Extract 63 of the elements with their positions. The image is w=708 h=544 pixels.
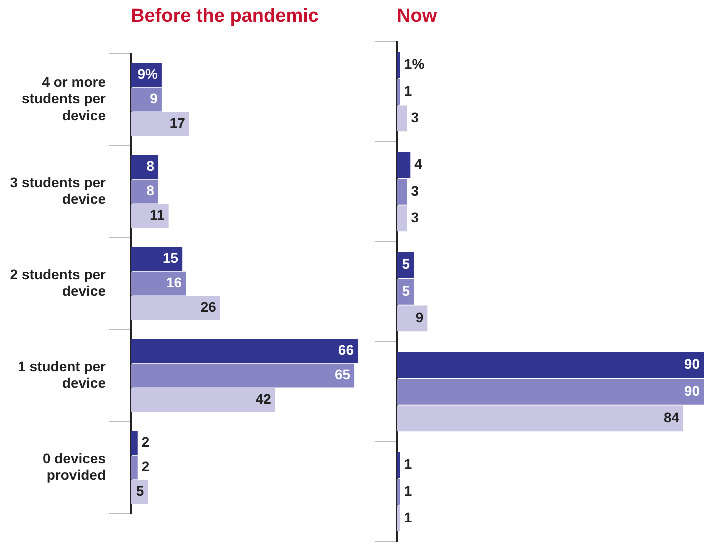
data-label: 66 xyxy=(338,342,354,358)
data-label: 8 xyxy=(146,158,155,174)
data-label: 9 xyxy=(150,90,158,107)
bar xyxy=(131,155,159,180)
y-tick-label: 3 students per device xyxy=(10,174,107,208)
data-label: 65 xyxy=(334,366,351,383)
data-label: 17 xyxy=(170,115,186,132)
bar xyxy=(397,506,400,532)
bar xyxy=(131,339,358,364)
data-label: 11 xyxy=(150,207,166,224)
data-label: 9% xyxy=(138,66,159,82)
bar xyxy=(131,204,169,228)
data-label: 2 xyxy=(142,458,150,475)
data-label: 90 xyxy=(684,356,700,372)
bar xyxy=(131,88,162,112)
bar xyxy=(397,452,400,478)
bar xyxy=(397,306,428,332)
bar xyxy=(131,296,220,320)
data-label: 5 xyxy=(402,282,410,299)
data-label: 84 xyxy=(664,410,680,426)
chart-title: Now xyxy=(397,6,438,28)
bar xyxy=(131,247,183,272)
data-label: 8 xyxy=(146,182,155,199)
bar xyxy=(397,206,408,232)
data-label: 3 xyxy=(411,182,420,199)
bar xyxy=(397,152,411,178)
data-label: 90 xyxy=(684,382,700,399)
data-label: 26 xyxy=(200,299,217,316)
data-label: 4 xyxy=(414,156,423,172)
data-label: 42 xyxy=(256,391,272,408)
bar xyxy=(397,79,400,105)
bar xyxy=(131,364,355,388)
data-label: 5 xyxy=(136,483,144,500)
bar xyxy=(397,406,684,432)
y-tick-label: 0 devices provided xyxy=(42,450,106,484)
bar xyxy=(397,479,400,505)
bar xyxy=(397,106,408,132)
y-tick-label: 1 student per device xyxy=(18,358,107,392)
bar xyxy=(397,52,400,78)
data-label: 3 xyxy=(411,210,420,226)
bar xyxy=(397,352,704,378)
data-label: 1 xyxy=(404,510,412,526)
bar xyxy=(131,431,138,456)
data-label: 1 xyxy=(404,482,412,499)
data-label: 2 xyxy=(142,434,150,450)
data-label: 16 xyxy=(166,274,182,291)
bar xyxy=(131,456,138,480)
bar xyxy=(131,112,190,136)
data-label: 9 xyxy=(416,310,424,326)
data-label: 1% xyxy=(404,56,426,72)
data-label: 1 xyxy=(404,456,412,472)
chart-title: Before the pandemic xyxy=(131,6,319,28)
data-label: 3 xyxy=(411,110,420,126)
data-label: 5 xyxy=(402,256,410,272)
bar xyxy=(131,272,186,296)
bar xyxy=(131,180,159,204)
bar xyxy=(131,388,276,412)
bar xyxy=(397,379,704,405)
data-label: 15 xyxy=(163,250,179,266)
y-tick-label: 2 students per device xyxy=(10,266,107,300)
bar xyxy=(397,179,408,205)
data-label: 1 xyxy=(404,82,412,99)
y-tick-label: 4 or more students per device xyxy=(22,74,107,124)
